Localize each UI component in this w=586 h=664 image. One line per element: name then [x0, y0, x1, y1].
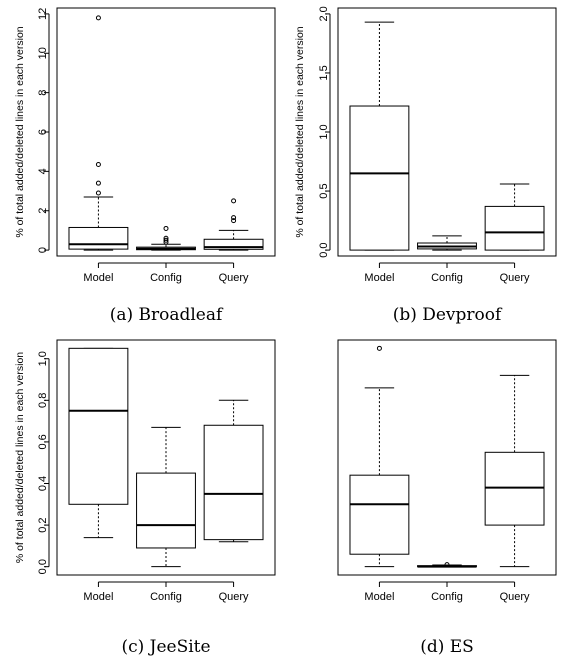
box-config [417, 235, 477, 251]
plot-frame [337, 7, 557, 257]
box-config [417, 562, 477, 568]
box-query [203, 198, 264, 251]
plot-frame [56, 339, 276, 576]
x-tick-label: Query [500, 272, 530, 284]
y-tick-label: 0.6 [37, 434, 49, 449]
outlier-point [163, 237, 169, 243]
iqr-box [203, 424, 264, 541]
y-tick-label: 1.0 [318, 124, 330, 139]
y-tick-label: 2.0 [318, 6, 330, 21]
y-tick-label: 8 [37, 90, 49, 96]
x-tick-label: Model [364, 591, 394, 603]
y-tick-label: 2 [37, 208, 49, 214]
iqr-box [68, 226, 129, 250]
iqr-box [484, 205, 545, 251]
subfigure-caption: (b) Devproof [393, 305, 503, 325]
iqr-box [203, 238, 264, 250]
y-tick-label: 12 [37, 8, 49, 20]
x-tick-label: Config [431, 272, 463, 284]
box-config [136, 426, 196, 568]
box-config [136, 225, 196, 251]
iqr-box [68, 347, 129, 505]
plot-frame [337, 339, 557, 576]
y-tick-label: 4 [37, 168, 49, 174]
y-tick-label: 0.0 [37, 559, 49, 574]
y-tick-label: 0.0 [318, 242, 330, 257]
outlier-point [95, 180, 101, 186]
box-model [68, 15, 129, 251]
x-tick-label: Config [150, 272, 182, 284]
y-axis-label: % of total added/deleted lines in each v… [14, 26, 26, 237]
y-tick-label: 1.5 [318, 65, 330, 80]
iqr-box [349, 474, 410, 555]
subfigure-caption: (c) JeeSite [121, 637, 210, 657]
x-tick-label: Query [219, 591, 249, 603]
x-tick-label: Model [83, 272, 113, 284]
outlier-point [95, 190, 101, 196]
y-axis-label: % of total added/deleted lines in each v… [14, 352, 26, 563]
y-axis-label: % of total added/deleted lines in each v… [294, 26, 306, 237]
boxplot-panel-3: 0.0 0.2 0.4 0.6 0.8 1.0 % of total added/delet… [14, 339, 276, 657]
boxplot-panel-1: 0 2 4 6 8 10 12 % of total added/deleted lines … [14, 7, 276, 325]
iqr-box [136, 472, 196, 549]
box-query [203, 399, 264, 543]
box-model [349, 21, 410, 251]
plot-frame [56, 7, 276, 257]
subfigure-caption: (a) Broadleaf [110, 305, 224, 325]
x-tick-label: Query [219, 272, 249, 284]
x-tick-label: Config [431, 591, 463, 603]
box-model [68, 347, 129, 539]
y-tick-label: 10 [37, 47, 49, 59]
x-tick-label: Model [364, 272, 394, 284]
y-tick-label: 0.8 [37, 393, 49, 408]
outlier-point [95, 15, 101, 21]
x-tick-label: Query [500, 591, 530, 603]
outlier-point [376, 345, 382, 351]
outlier-point [444, 562, 450, 568]
box-query [484, 374, 545, 568]
y-tick-label: 0.5 [318, 183, 330, 198]
outlier-point [95, 161, 101, 167]
y-tick-label: 0 [37, 247, 49, 253]
outlier-point [231, 198, 237, 204]
y-tick-label: 1.0 [37, 351, 49, 366]
y-tick-label: 6 [37, 129, 49, 135]
box-model [349, 345, 410, 568]
y-tick-label: 0.4 [37, 476, 49, 491]
x-tick-label: Model [83, 591, 113, 603]
subfigure-caption: (d) ES [420, 637, 474, 657]
iqr-box [349, 105, 410, 251]
outlier-point [231, 215, 237, 221]
outlier-point [163, 235, 169, 241]
boxplot-panel-4: Model Config Query (d) ES [337, 339, 557, 657]
iqr-box [484, 451, 545, 526]
outlier-point [231, 218, 237, 224]
x-tick-label: Config [150, 591, 182, 603]
outlier-point [163, 225, 169, 231]
box-query [484, 183, 545, 251]
y-tick-label: 0.2 [37, 517, 49, 532]
boxplot-panel-2: 0.0 0.5 1.0 1.5 2.0 % of total added/deleted … [294, 6, 557, 325]
